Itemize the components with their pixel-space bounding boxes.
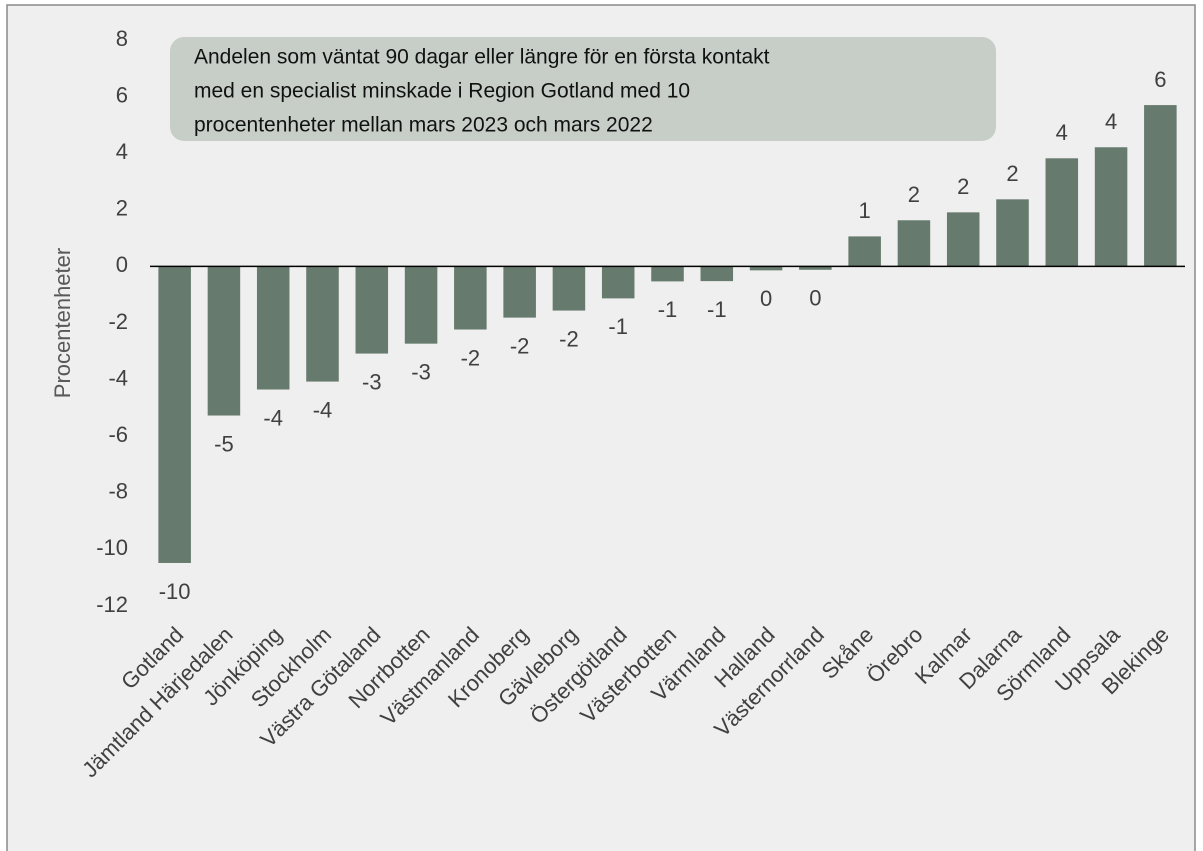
chart-frame <box>6 4 1196 851</box>
value-label: -2 <box>559 326 579 351</box>
value-label: 4 <box>1056 120 1068 145</box>
bar <box>256 266 290 390</box>
value-label: 0 <box>760 286 772 311</box>
y-tick-label: 0 <box>116 252 128 277</box>
bar <box>1144 105 1177 267</box>
bar <box>1045 158 1079 267</box>
bar <box>601 266 635 299</box>
value-label: 2 <box>1006 161 1018 186</box>
value-label: -4 <box>263 405 283 430</box>
value-label: 2 <box>908 182 920 207</box>
bar <box>355 266 389 354</box>
value-label: 0 <box>809 286 821 311</box>
y-tick-label: 2 <box>116 196 128 221</box>
y-tick-label: -12 <box>96 592 128 617</box>
bar <box>552 266 586 311</box>
annotation-box <box>170 37 996 141</box>
value-label: -10 <box>159 579 191 604</box>
bar <box>700 266 734 282</box>
value-label: -4 <box>313 397 333 422</box>
y-tick-label: 4 <box>116 139 128 164</box>
y-tick-label: -10 <box>96 535 128 560</box>
bar <box>946 212 980 267</box>
value-label: 2 <box>957 174 969 199</box>
value-label: -2 <box>510 333 530 358</box>
bar <box>848 236 881 267</box>
value-label: 1 <box>859 198 871 223</box>
bar <box>207 266 241 416</box>
bar <box>749 266 783 271</box>
y-tick-label: 6 <box>116 82 128 107</box>
value-label: -1 <box>608 314 628 339</box>
value-label: 6 <box>1154 67 1166 92</box>
bar <box>404 266 438 344</box>
y-axis-label: Procentenheter <box>50 248 75 398</box>
value-label: -1 <box>707 297 727 322</box>
bar <box>306 266 339 382</box>
bar <box>996 199 1029 267</box>
value-label: -3 <box>362 369 382 394</box>
value-label: -1 <box>658 297 678 322</box>
y-tick-label: -6 <box>108 422 128 447</box>
value-label: -5 <box>214 431 234 456</box>
bar <box>454 266 487 330</box>
y-tick-label: -4 <box>108 365 128 390</box>
annotation-line: Andelen som väntat 90 dagar eller längre… <box>194 46 770 69</box>
bar <box>799 266 832 270</box>
y-tick-label: -8 <box>108 479 128 504</box>
annotation-line: med en specialist minskade i Region Gotl… <box>194 80 690 103</box>
y-tick-label: 8 <box>116 26 128 51</box>
y-tick-label: -2 <box>108 309 128 334</box>
bar <box>1094 147 1128 267</box>
annotation-line: procentenheter mellan mars 2023 och mars… <box>194 114 653 137</box>
bar <box>651 266 684 282</box>
bar <box>158 266 191 563</box>
value-label: 4 <box>1105 109 1117 134</box>
value-label: -2 <box>461 345 481 370</box>
bar <box>503 266 536 318</box>
value-label: -3 <box>411 359 431 384</box>
bar <box>897 220 931 267</box>
